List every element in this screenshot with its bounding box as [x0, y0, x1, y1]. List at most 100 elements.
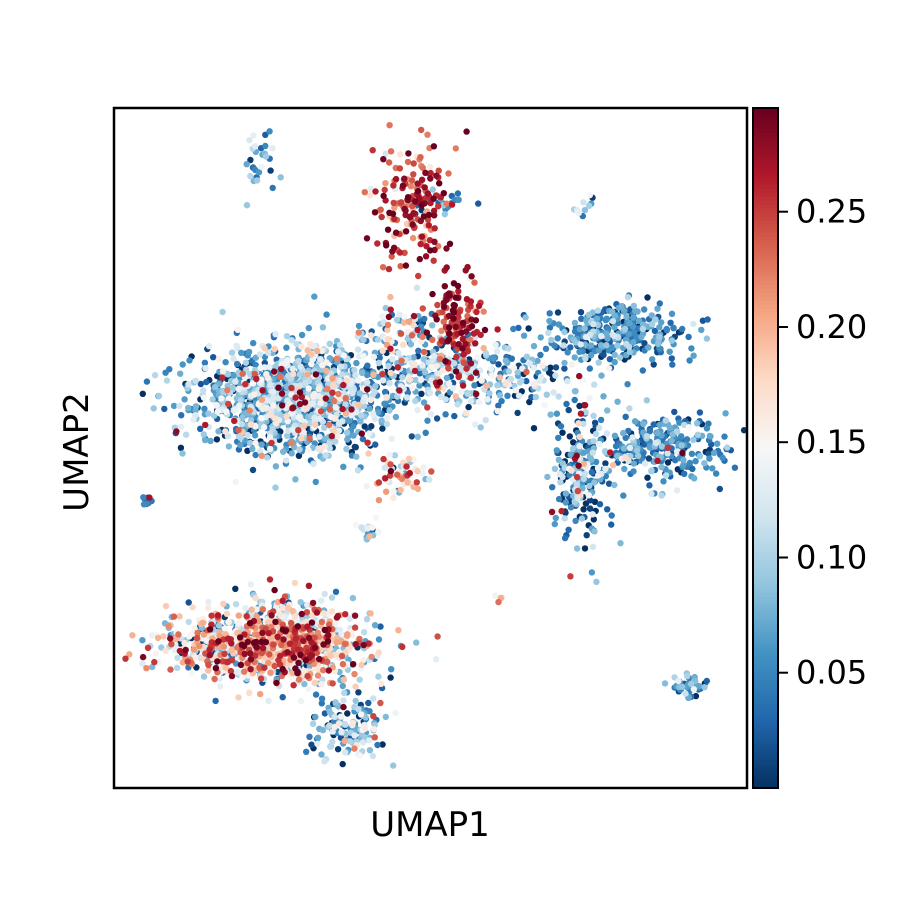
scatter-point: [221, 625, 228, 632]
colorbar-segment: [753, 636, 778, 641]
scatter-point: [415, 272, 422, 280]
scatter-point: [255, 618, 262, 625]
scatter-point: [343, 429, 351, 436]
scatter-point: [379, 370, 386, 378]
scatter-point: [215, 638, 222, 645]
scatter-point: [366, 405, 373, 412]
scatter-point: [203, 378, 210, 386]
scatter-point: [455, 373, 462, 381]
scatter-point: [679, 449, 686, 457]
scatter-point: [186, 357, 193, 364]
scatter-point: [288, 337, 295, 344]
scatter-point: [400, 341, 407, 348]
colorbar-segment: [753, 380, 778, 385]
colorbar-segment: [753, 388, 778, 393]
scatter-point: [330, 397, 338, 405]
scatter-point: [266, 128, 273, 135]
scatter-point: [374, 336, 382, 343]
scatter-point: [693, 420, 701, 427]
scatter-point: [177, 444, 185, 451]
colorbar-segment: [753, 196, 778, 201]
scatter-point: [200, 394, 208, 401]
scatter-point: [522, 314, 529, 321]
scatter-point: [467, 303, 474, 310]
scatter-point: [384, 414, 391, 422]
scatter-point: [262, 142, 269, 150]
scatter-point: [247, 421, 254, 428]
scatter-point: [224, 433, 232, 440]
scatter-point: [610, 332, 618, 340]
scatter-point: [429, 336, 436, 343]
scatter-point: [568, 467, 575, 474]
scatter-point: [592, 458, 600, 466]
colorbar-segment: [753, 716, 778, 721]
scatter-point: [608, 344, 615, 352]
scatter-point: [339, 660, 347, 668]
scatter-point: [558, 507, 565, 515]
scatter-point: [604, 506, 611, 513]
scatter-point: [318, 695, 326, 702]
scatter-point: [578, 315, 585, 322]
scatter-point: [179, 361, 186, 368]
scatter-point: [333, 639, 340, 646]
scatter-point: [290, 682, 297, 689]
scatter-point: [215, 622, 223, 629]
scatter-point: [338, 652, 346, 660]
scatter-point: [232, 478, 239, 486]
scatter-point: [414, 326, 421, 334]
scatter-point: [401, 249, 408, 256]
colorbar-segment: [753, 596, 778, 601]
scatter-point: [562, 490, 570, 497]
scatter-point: [454, 319, 461, 326]
scatter-point: [384, 321, 392, 329]
scatter-point: [358, 661, 365, 669]
scatter-point: [658, 443, 666, 450]
scatter-point: [674, 466, 681, 473]
scatter-point: [386, 380, 393, 387]
scatter-point: [592, 430, 600, 438]
scatter-point: [284, 649, 291, 656]
colorbar-segment: [753, 728, 778, 733]
scatter-point: [546, 324, 554, 331]
scatter-point: [310, 393, 317, 400]
scatter-point: [268, 612, 275, 619]
colorbar-segment: [753, 500, 778, 505]
scatter-point: [588, 456, 595, 463]
scatter-point: [372, 188, 379, 195]
scatter-point: [724, 444, 731, 451]
scatter-point: [352, 409, 360, 416]
scatter-point: [367, 192, 374, 199]
colorbar-segment: [753, 128, 778, 133]
scatter-point: [348, 406, 355, 413]
scatter-point: [649, 356, 656, 363]
scatter-point: [304, 347, 311, 354]
scatter-point: [129, 632, 136, 639]
scatter-point: [364, 386, 371, 393]
scatter-point: [235, 620, 242, 627]
colorbar-segment: [753, 416, 778, 421]
scatter-point: [351, 732, 358, 739]
scatter-point: [681, 470, 688, 477]
scatter-point: [317, 356, 324, 363]
scatter-point: [423, 329, 431, 336]
scatter-point: [320, 667, 327, 674]
scatter-point: [379, 377, 387, 384]
scatter-point: [574, 487, 581, 495]
scatter-point: [312, 713, 319, 721]
scatter-point: [626, 405, 633, 412]
scatter-point: [313, 347, 321, 355]
scatter-point: [332, 404, 339, 411]
colorbar-segment: [753, 436, 778, 441]
scatter-point: [494, 326, 501, 333]
scatter-point: [544, 473, 551, 481]
scatter-point: [551, 520, 558, 528]
scatter-point: [297, 363, 304, 370]
scatter-point: [658, 319, 665, 326]
scatter-point: [269, 388, 277, 395]
scatter-point: [588, 342, 595, 349]
scatter-point: [390, 244, 398, 251]
scatter-point: [355, 706, 362, 713]
scatter-point: [383, 394, 390, 401]
scatter-point: [450, 280, 458, 287]
scatter-point: [378, 417, 385, 424]
